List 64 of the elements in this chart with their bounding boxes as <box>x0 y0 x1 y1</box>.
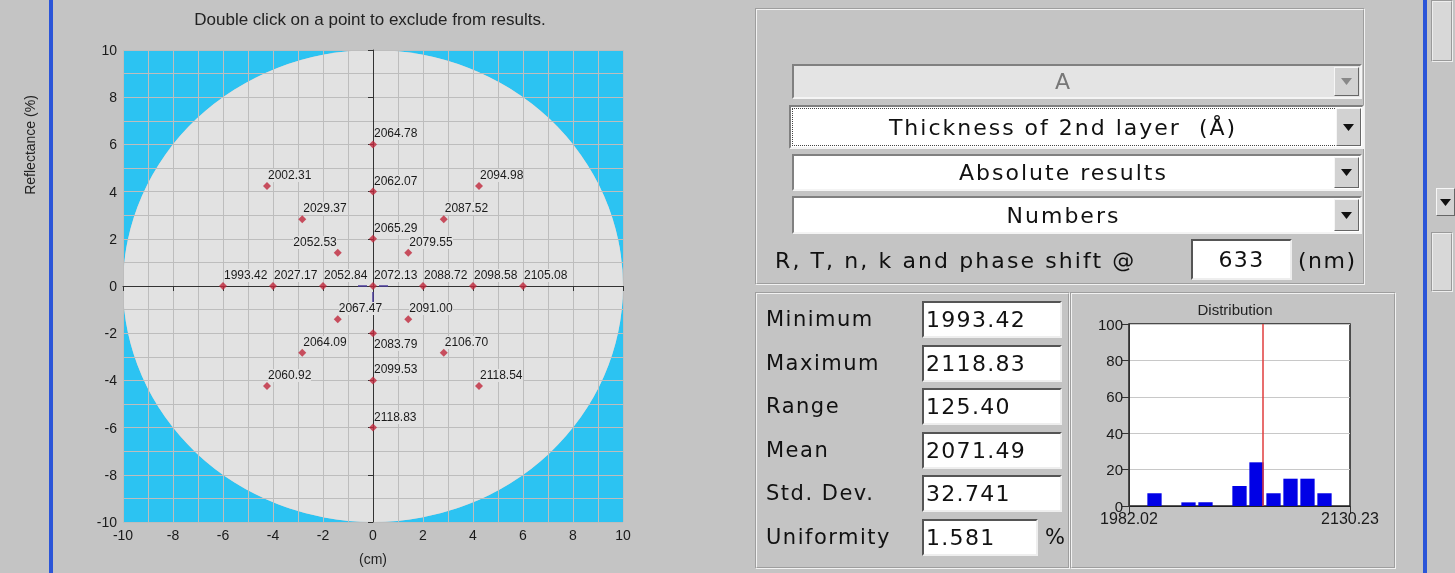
annotation: 2052.84 <box>324 268 368 282</box>
chart-title: Distribution <box>1197 301 1273 318</box>
annotation: 2088.72 <box>424 268 468 282</box>
annotation: 2099.53 <box>374 362 418 377</box>
y-tick-label: -4 <box>104 372 118 389</box>
chart-title: Double click on a point to exclude from results. <box>194 10 546 29</box>
y-tick-label: 6 <box>109 136 118 153</box>
y-tick-label: 4 <box>109 183 118 200</box>
y-tick-label: 40 <box>1106 424 1123 442</box>
annotation: 2065.29 <box>374 220 418 235</box>
annotation: 2060.92 <box>268 368 312 383</box>
y-tick-label: -8 <box>104 466 118 483</box>
category-label: Range <box>766 393 841 420</box>
annotation: 2029.37 <box>303 201 347 216</box>
annotation: 2064.09 <box>303 334 347 349</box>
annotation: 2052.53 <box>293 234 337 249</box>
category-label: Std. Dev. <box>766 480 875 507</box>
y-tick-label: 60 <box>1106 388 1123 406</box>
x-tick-label: 4 <box>469 527 478 543</box>
annotation: 2002.31 <box>268 167 312 182</box>
annotation: 2083.79 <box>374 337 418 352</box>
x-tick-label: 8 <box>569 527 578 543</box>
category-label: Minimum <box>766 306 874 333</box>
annotation: 2067.47 <box>338 301 383 316</box>
annotation: 2087.52 <box>444 201 489 216</box>
annotation: 2027.17 <box>274 268 318 282</box>
x-tick-label: -8 <box>166 527 180 543</box>
annotation: 2079.55 <box>409 234 453 249</box>
y-axis-title: Reflectance (%) <box>22 95 38 195</box>
y-tick-label: 10 <box>101 42 118 58</box>
x-tick-label: 2 <box>419 527 428 543</box>
category-label: Uniformity <box>766 523 891 551</box>
y-tick-label: 100 <box>1097 315 1123 333</box>
annotation: 2098.58 <box>474 268 518 282</box>
x-tick-label: -4 <box>266 527 280 543</box>
annotation: 2062.07 <box>374 173 418 188</box>
y-tick-label: 8 <box>109 89 118 106</box>
annotation: 2118.83 <box>374 409 417 424</box>
annotation: 2091.00 <box>409 301 453 316</box>
x-tick-label: 2130.23 <box>1321 509 1380 527</box>
y-tick-label: 2 <box>109 230 118 247</box>
category-label: Mean <box>766 436 830 464</box>
annotation: 2064.78 <box>374 126 418 141</box>
annotation: 2072.13 <box>374 268 418 282</box>
annotation: 2118.54 <box>480 368 523 383</box>
category-label: Maximum <box>766 349 880 377</box>
text: % <box>1045 523 1067 551</box>
annotation: 2094.98 <box>480 167 524 182</box>
annotation: 2105.08 <box>524 268 568 282</box>
y-tick-label: -6 <box>104 419 118 436</box>
annotation: 2106.70 <box>444 334 489 349</box>
text: R, T, n, k and phase shift @ <box>775 246 1137 275</box>
y-tick-label: 0 <box>109 278 118 294</box>
x-axis-title: (cm) <box>359 551 387 567</box>
y-tick-label: 20 <box>1106 461 1123 479</box>
x-tick-label: -2 <box>316 527 330 543</box>
x-tick-label: 10 <box>615 527 631 543</box>
x-tick-label: 6 <box>519 527 528 543</box>
y-tick-label: 80 <box>1106 351 1123 369</box>
x-tick-label: 0 <box>369 527 378 543</box>
text: (nm) <box>1298 246 1357 275</box>
y-tick-label: -2 <box>104 325 118 342</box>
annotation: 1993.42 <box>224 268 268 282</box>
x-tick-label: -6 <box>216 527 230 543</box>
